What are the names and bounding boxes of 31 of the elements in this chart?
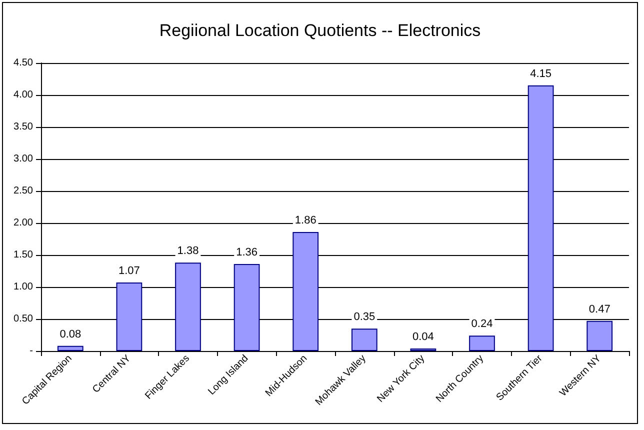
y-tick-label: 4.00	[14, 90, 34, 100]
bar	[57, 346, 84, 351]
y-tick-label: 1.00	[14, 282, 34, 292]
data-label: 1.07	[118, 265, 140, 278]
y-tick-label: 0.50	[14, 314, 34, 324]
y-tick-label: 2.00	[14, 218, 34, 228]
data-label: 1.86	[294, 214, 316, 226]
bar	[175, 262, 201, 351]
bar	[586, 320, 613, 351]
x-tick-label: New York City	[375, 353, 428, 405]
y-tick-label: 1.50	[14, 250, 34, 260]
data-label: 0.08	[60, 328, 82, 340]
chart-title: Regiional Location Quotients -- Electronics	[159, 21, 481, 40]
data-label: 0.35	[354, 311, 376, 324]
y-tick-label: 2.50	[14, 186, 34, 196]
data-label: 0.24	[471, 318, 493, 330]
bar	[469, 336, 495, 351]
bar	[528, 85, 554, 351]
data-label: 0.47	[588, 303, 610, 316]
y-tick-label: 3.00	[14, 154, 34, 164]
y-tick-label: -	[30, 346, 33, 356]
bar	[292, 232, 319, 351]
bar	[116, 282, 142, 351]
data-label: 4.15	[530, 68, 552, 80]
y-tick-label: 3.50	[14, 122, 34, 132]
data-label: 1.36	[236, 246, 258, 258]
data-label: 1.38	[177, 245, 199, 258]
bar	[351, 328, 378, 351]
y-tick-label: 4.50	[14, 58, 34, 68]
data-label: 0.04	[412, 330, 434, 343]
bar	[234, 264, 260, 351]
